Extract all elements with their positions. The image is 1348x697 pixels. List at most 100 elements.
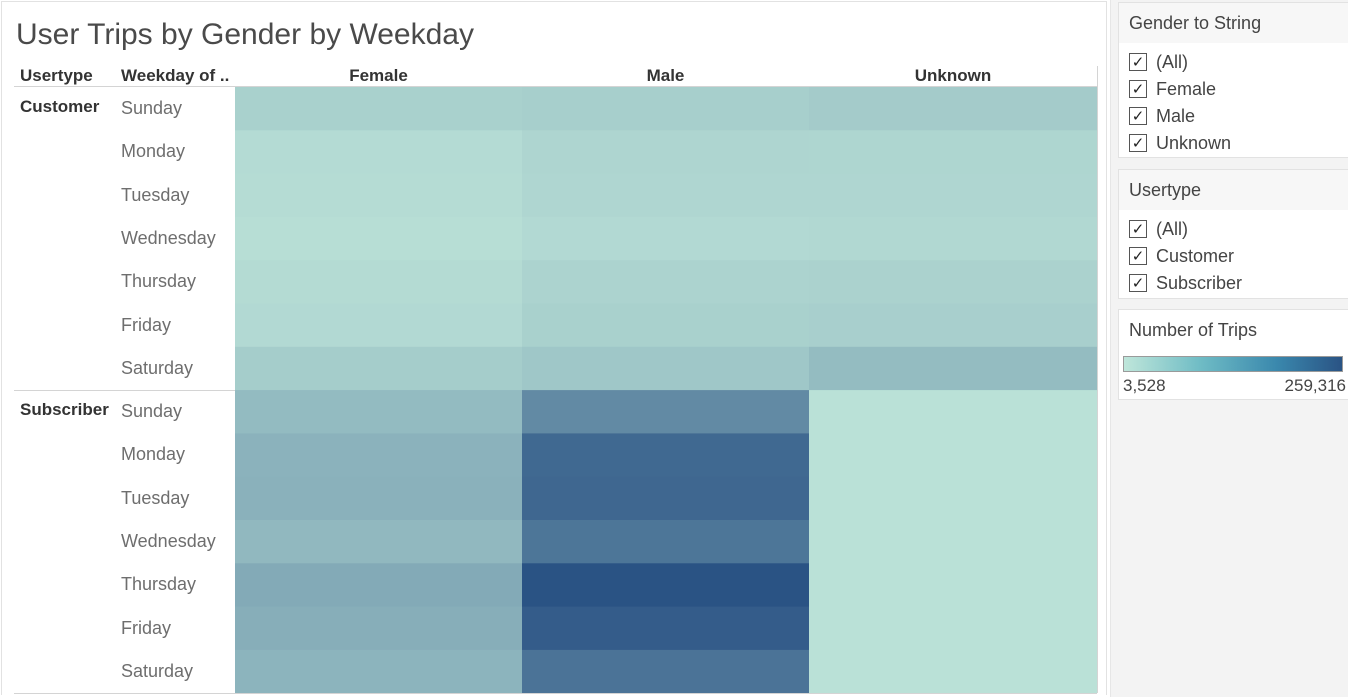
heatmap-cell-subscriber-wednesday-male[interactable] [522, 520, 809, 564]
heatmap-cell-customer-wednesday-male[interactable] [522, 216, 809, 261]
heatmap-cell-subscriber-wednesday-female[interactable] [235, 520, 522, 564]
usertype-filter-label: Subscriber [1156, 272, 1243, 293]
heatmap-cell-subscriber-wednesday-unknown[interactable] [809, 520, 1097, 564]
color-legend-bar [1123, 356, 1343, 372]
heatmap-cell-customer-sunday-unknown[interactable] [809, 87, 1097, 131]
usertype-filter-item[interactable]: ✓ Subscriber [1129, 272, 1242, 294]
weekday-label[interactable]: Wednesday [121, 531, 216, 551]
worksheet: User Trips by Gender by Weekday Usertype… [0, 0, 1111, 697]
heatmap-cell-subscriber-sunday-unknown[interactable] [809, 390, 1097, 434]
heatmap-cell-subscriber-friday-male[interactable] [522, 606, 809, 651]
heatmap [235, 87, 1097, 694]
checkmark-icon[interactable]: ✓ [1129, 220, 1147, 238]
usertype-filter-title-band [1119, 170, 1348, 210]
weekday-label[interactable]: Monday [121, 444, 186, 465]
column-header-male[interactable]: Male [646, 66, 685, 85]
gender-filter-title-band [1119, 3, 1348, 43]
column-header-female[interactable]: Female [349, 66, 408, 85]
checkmark-icon[interactable]: ✓ [1129, 247, 1147, 265]
weekday-label[interactable]: Tuesday [121, 184, 190, 205]
heatmap-cell-subscriber-sunday-female[interactable] [235, 390, 522, 434]
heatmap-cell-subscriber-monday-unknown[interactable] [809, 433, 1097, 478]
heatmap-cell-customer-friday-unknown[interactable] [809, 303, 1097, 348]
heatmap-cell-subscriber-monday-male[interactable] [522, 433, 809, 478]
gender-filter-label: Unknown [1156, 132, 1232, 153]
checkmark-icon[interactable]: ✓ [1129, 274, 1147, 292]
heatmap-cell-customer-thursday-male[interactable] [522, 260, 809, 305]
color-legend-title: Number of Trips [1129, 320, 1258, 340]
heatmap-cell-customer-thursday-female[interactable] [235, 260, 522, 305]
usertype-filter-card: Usertype ✓ (All) ✓ Customer ✓ Subscriber [1118, 169, 1348, 299]
heatmap-cell-customer-saturday-female[interactable] [235, 346, 522, 391]
row-header-weekday[interactable]: Weekday of .. [121, 66, 230, 85]
column-header-unknown[interactable]: Unknown [914, 66, 992, 85]
usertype-filter-item[interactable]: ✓ Customer [1129, 245, 1234, 267]
heatmap-cell-customer-sunday-male[interactable] [522, 87, 809, 131]
weekday-label[interactable]: Thursday [121, 271, 197, 292]
heatmap-cell-customer-friday-female[interactable] [235, 303, 522, 348]
weekday-label[interactable]: Monday [121, 141, 186, 162]
weekday-label[interactable]: Sunday [121, 401, 183, 422]
weekday-label[interactable]: Friday [121, 314, 172, 335]
weekday-label[interactable]: Saturday [121, 357, 194, 378]
legend-max-label: 259,316 [1284, 376, 1346, 395]
heatmap-cell-customer-tuesday-female[interactable] [235, 173, 522, 218]
chart-title: User Trips by Gender by Weekday [16, 18, 474, 51]
heatmap-cell-customer-monday-male[interactable] [522, 130, 809, 175]
usertype-filter-title: Usertype [1129, 180, 1202, 200]
gender-filter-item[interactable]: ✓ Female [1129, 78, 1216, 100]
heatmap-cell-subscriber-saturday-male[interactable] [522, 649, 809, 694]
heatmap-cell-customer-saturday-male[interactable] [522, 346, 809, 391]
table-bottom-line [14, 693, 1097, 695]
right-edge-line [1097, 66, 1098, 694]
gender-filter-item[interactable]: ✓ Male [1129, 105, 1195, 127]
side-panel: Gender to String ✓ (All) ✓ Female ✓ Male ✓ Unkn… [1111, 0, 1348, 697]
heatmap-cell-subscriber-friday-female[interactable] [235, 606, 522, 651]
group-divider [14, 390, 235, 392]
heatmap-cell-subscriber-tuesday-unknown[interactable] [809, 476, 1097, 521]
weekday-label[interactable]: Friday [121, 617, 172, 638]
checkmark-icon[interactable]: ✓ [1129, 53, 1147, 71]
usertype-label-subscriber[interactable]: Subscriber [20, 400, 109, 420]
heatmap-cell-subscriber-saturday-unknown[interactable] [809, 649, 1097, 694]
weekday-label[interactable]: Tuesday [121, 487, 190, 508]
gender-filter-label: (All) [1156, 51, 1188, 72]
checkmark-icon[interactable]: ✓ [1129, 80, 1147, 98]
gender-filter-title: Gender to String [1129, 13, 1262, 33]
heatmap-cell-subscriber-thursday-unknown[interactable] [809, 563, 1097, 608]
heatmap-cell-subscriber-thursday-male[interactable] [522, 563, 809, 608]
heatmap-cell-subscriber-thursday-female[interactable] [235, 563, 522, 608]
heatmap-cell-customer-tuesday-unknown[interactable] [809, 173, 1097, 218]
heatmap-cell-customer-thursday-unknown[interactable] [809, 260, 1097, 305]
usertype-label-customer[interactable]: Customer [20, 97, 100, 116]
heatmap-cell-customer-monday-female[interactable] [235, 130, 522, 175]
heatmap-cell-subscriber-tuesday-female[interactable] [235, 476, 522, 521]
checkmark-icon[interactable]: ✓ [1129, 134, 1147, 152]
heatmap-cell-subscriber-sunday-male[interactable] [522, 390, 809, 434]
weekday-label[interactable]: Sunday [121, 98, 183, 118]
heatmap-cell-customer-monday-unknown[interactable] [809, 130, 1097, 175]
row-header-usertype[interactable]: Usertype [20, 66, 93, 85]
weekday-label[interactable]: Saturday [121, 660, 194, 681]
gender-filter-label: Female [1156, 78, 1217, 99]
heatmap-cell-customer-sunday-female[interactable] [235, 87, 522, 131]
gender-filter-item[interactable]: ✓ Unknown [1129, 132, 1231, 154]
heatmap-cell-subscriber-saturday-female[interactable] [235, 649, 522, 694]
color-legend-card: Number of Trips 3,528 259,316 [1118, 309, 1348, 400]
heatmap-cell-customer-wednesday-unknown[interactable] [809, 216, 1097, 261]
usertype-filter-item[interactable]: ✓ (All) [1129, 218, 1188, 240]
heatmap-cell-customer-friday-male[interactable] [522, 303, 809, 348]
gender-filter-card: Gender to String ✓ (All) ✓ Female ✓ Male ✓ Unkn… [1118, 2, 1348, 158]
heatmap-cell-subscriber-monday-female[interactable] [235, 433, 522, 478]
gender-filter-item[interactable]: ✓ (All) [1129, 51, 1188, 73]
heatmap-cell-customer-wednesday-female[interactable] [235, 216, 522, 261]
heatmap-cell-subscriber-friday-unknown[interactable] [809, 606, 1097, 651]
checkmark-icon[interactable]: ✓ [1129, 107, 1147, 125]
heatmap-cell-subscriber-tuesday-male[interactable] [522, 476, 809, 521]
heatmap-cell-customer-tuesday-male[interactable] [522, 173, 809, 218]
weekday-label[interactable]: Wednesday [121, 227, 216, 248]
weekday-label[interactable]: Thursday [121, 574, 197, 595]
legend-min-label: 3,528 [1123, 376, 1166, 395]
heatmap-cell-customer-saturday-unknown[interactable] [809, 346, 1097, 391]
gender-filter-label: Male [1156, 105, 1196, 126]
